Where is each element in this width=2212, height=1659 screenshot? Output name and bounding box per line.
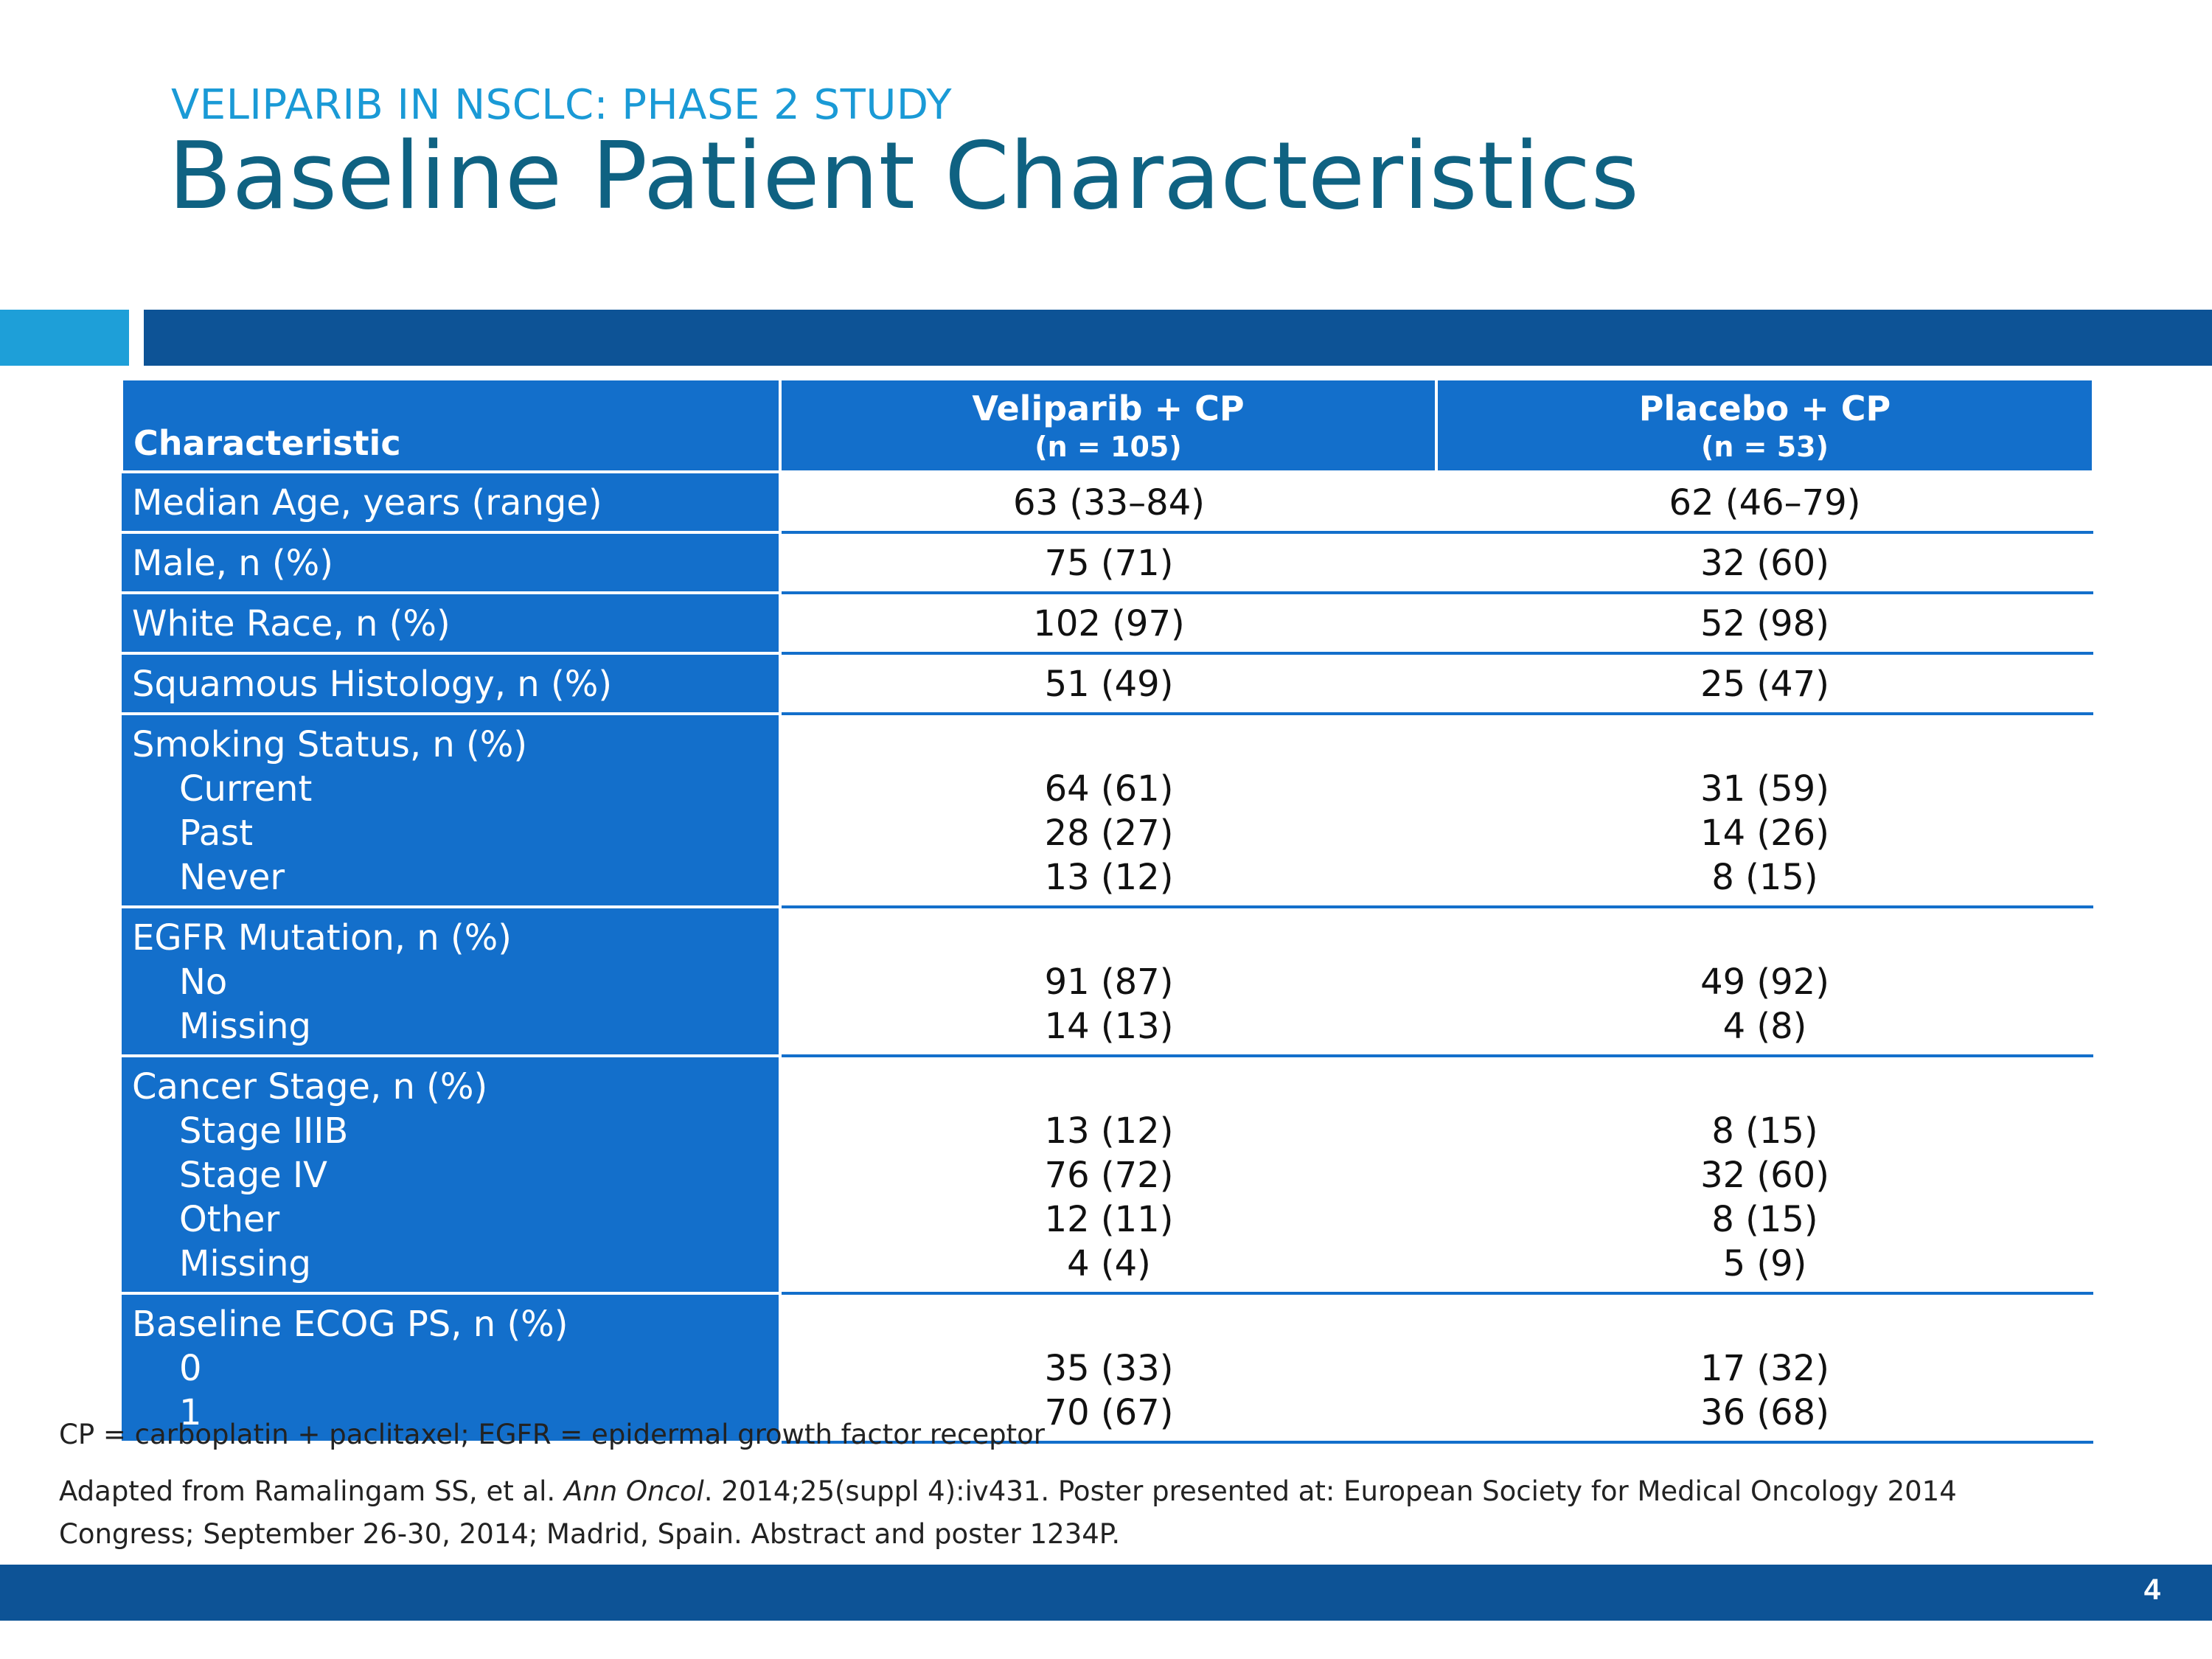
slide-subtitle: VELIPARIB IN NSCLC: PHASE 2 STUDY xyxy=(171,81,953,129)
placebo-value: 4 (8) xyxy=(1722,1006,1807,1047)
row-label: White Race, n (%) xyxy=(122,593,782,655)
citation-text: . 2014;25(suppl 4):iv431. Poster present… xyxy=(59,1475,1957,1550)
accent-band-right xyxy=(144,310,2212,366)
veliparib-value: 70 (67) xyxy=(1044,1392,1174,1433)
header-characteristic: Characteristic xyxy=(120,378,782,473)
veliparib-values-cell: 35 (33) 70 (67) xyxy=(780,1293,1436,1444)
veliparib-value: 12 (11) xyxy=(1044,1199,1174,1240)
subrow-label: 0 xyxy=(179,1348,202,1389)
subrow-label: No xyxy=(179,961,228,1003)
citation-text: Adapted from Ramalingam SS, et al. xyxy=(59,1475,564,1507)
placebo-value: 36 (68) xyxy=(1700,1392,1829,1433)
placebo-values-cell: 8 (15) 32 (60) 8 (15) 5 (9) xyxy=(1436,1056,2093,1295)
veliparib-values-cell: 64 (61) 28 (27) 13 (12) xyxy=(780,714,1436,908)
subrow-label: Stage IIIB xyxy=(179,1110,349,1152)
placebo-value: 8 (15) xyxy=(1711,1110,1818,1152)
placebo-value: 5 (9) xyxy=(1722,1243,1807,1284)
characteristics-table-wrapper: Characteristic Veliparib + CP (n = 105) … xyxy=(120,378,2095,1444)
header-veliparib: Veliparib + CP (n = 105) xyxy=(779,378,1438,473)
group-label: Smoking Status, n (%) xyxy=(132,724,528,765)
subrow-label: Other xyxy=(179,1199,280,1240)
table-row: Male, n (%) 75 (71) 32 (60) xyxy=(122,532,2093,594)
subrow-label: Never xyxy=(179,857,285,898)
accent-band-left xyxy=(0,310,129,366)
veliparib-value: 76 (72) xyxy=(1044,1155,1174,1196)
table-row-group-stage: Cancer Stage, n (%) Stage IIIB Stage IV … xyxy=(122,1056,2093,1295)
group-label-cell: Smoking Status, n (%) Current Past Never xyxy=(122,714,782,908)
abbreviation-footnote: CP = carboplatin + paclitaxel; EGFR = ep… xyxy=(59,1419,1045,1450)
table-header-row: Characteristic Veliparib + CP (n = 105) … xyxy=(120,378,2095,473)
veliparib-value: 4 (4) xyxy=(1067,1243,1151,1284)
table-row-group-egfr: EGFR Mutation, n (%) No Missing 91 (87) … xyxy=(122,907,2093,1057)
table-row-group-smoking: Smoking Status, n (%) Current Past Never… xyxy=(122,714,2093,908)
citation-journal: Ann Oncol xyxy=(563,1475,704,1507)
placebo-value: 8 (15) xyxy=(1711,1199,1818,1240)
placebo-value: 49 (92) xyxy=(1700,961,1829,1003)
slide-title: Baseline Patient Characteristics xyxy=(168,122,1640,230)
veliparib-value: 64 (61) xyxy=(1044,768,1174,810)
veliparib-value: 75 (71) xyxy=(780,532,1436,594)
placebo-value: 25 (47) xyxy=(1436,653,2093,715)
group-label-cell: Baseline ECOG PS, n (%) 0 1 xyxy=(122,1293,782,1444)
header-veliparib-n: (n = 105) xyxy=(1034,431,1182,463)
source-citation: Adapted from Ramalingam SS, et al. Ann O… xyxy=(59,1470,2050,1556)
veliparib-values-cell: 91 (87) 14 (13) xyxy=(780,907,1436,1057)
veliparib-value: 63 (33–84) xyxy=(780,472,1436,534)
veliparib-value: 91 (87) xyxy=(1044,961,1174,1003)
group-label: Baseline ECOG PS, n (%) xyxy=(132,1304,568,1345)
placebo-value: 17 (32) xyxy=(1700,1348,1829,1389)
group-label: EGFR Mutation, n (%) xyxy=(132,917,512,959)
group-label-cell: Cancer Stage, n (%) Stage IIIB Stage IV … xyxy=(122,1056,782,1295)
placebo-value: 62 (46–79) xyxy=(1436,472,2093,534)
veliparib-value: 14 (13) xyxy=(1044,1006,1174,1047)
table-row: Median Age, years (range) 63 (33–84) 62 … xyxy=(122,472,2093,534)
subrow-label: Stage IV xyxy=(179,1155,327,1196)
header-placebo: Placebo + CP (n = 53) xyxy=(1435,378,2095,473)
page-number: 4 xyxy=(2143,1573,2160,1606)
placebo-value: 8 (15) xyxy=(1711,857,1818,898)
subrow-label: Missing xyxy=(179,1006,311,1047)
subrow-label: Missing xyxy=(179,1243,311,1284)
subrow-label: Past xyxy=(179,813,254,854)
header-veliparib-label: Veliparib + CP xyxy=(972,389,1245,428)
footer-band: 4 xyxy=(0,1565,2212,1621)
table-row-group-ecog: Baseline ECOG PS, n (%) 0 1 35 (33) 70 (… xyxy=(122,1293,2093,1444)
group-label: Cancer Stage, n (%) xyxy=(132,1066,488,1107)
placebo-value: 32 (60) xyxy=(1700,1155,1829,1196)
veliparib-value: 102 (97) xyxy=(780,593,1436,655)
group-label-cell: EGFR Mutation, n (%) No Missing xyxy=(122,907,782,1057)
table-row: White Race, n (%) 102 (97) 52 (98) xyxy=(122,593,2093,655)
veliparib-values-cell: 13 (12) 76 (72) 12 (11) 4 (4) xyxy=(780,1056,1436,1295)
placebo-value: 14 (26) xyxy=(1700,813,1829,854)
characteristics-table: Characteristic Veliparib + CP (n = 105) … xyxy=(120,378,2095,1444)
subrow-label: 1 xyxy=(179,1392,202,1433)
table-row: Squamous Histology, n (%) 51 (49) 25 (47… xyxy=(122,653,2093,715)
placebo-value: 52 (98) xyxy=(1436,593,2093,655)
veliparib-value: 35 (33) xyxy=(1044,1348,1174,1389)
placebo-values-cell: 49 (92) 4 (8) xyxy=(1436,907,2093,1057)
veliparib-value: 51 (49) xyxy=(780,653,1436,715)
header-placebo-label: Placebo + CP xyxy=(1638,389,1891,428)
veliparib-value: 13 (12) xyxy=(1044,1110,1174,1152)
header-placebo-n: (n = 53) xyxy=(1701,431,1829,463)
row-label: Squamous Histology, n (%) xyxy=(122,653,782,715)
veliparib-value: 28 (27) xyxy=(1044,813,1174,854)
placebo-values-cell: 31 (59) 14 (26) 8 (15) xyxy=(1436,714,2093,908)
subrow-label: Current xyxy=(179,768,313,810)
placebo-values-cell: 17 (32) 36 (68) xyxy=(1436,1293,2093,1444)
veliparib-value: 13 (12) xyxy=(1044,857,1174,898)
row-label: Median Age, years (range) xyxy=(122,472,782,534)
placebo-value: 31 (59) xyxy=(1700,768,1829,810)
placebo-value: 32 (60) xyxy=(1436,532,2093,594)
row-label: Male, n (%) xyxy=(122,532,782,594)
